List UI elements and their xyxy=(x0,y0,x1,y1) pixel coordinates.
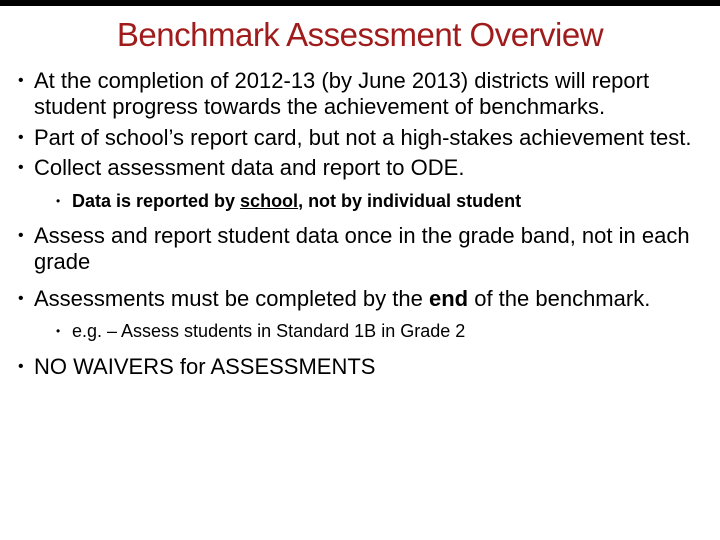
bullet-item-2: Part of school’s report card, but not a … xyxy=(18,125,702,151)
bullet-item-4: Assess and report student data once in t… xyxy=(18,223,702,276)
sub-bullet-list: Data is reported by school, not by indiv… xyxy=(34,190,702,213)
bullet-text: At the completion of 2012-13 (by June 20… xyxy=(34,68,649,119)
bullet-item-1: At the completion of 2012-13 (by June 20… xyxy=(18,68,702,121)
bullet-text-pre: Assessments must be completed by the xyxy=(34,286,429,311)
sub-text-pre: Data is reported by xyxy=(72,191,240,211)
bullet-text: Assess and report student data once in t… xyxy=(34,223,690,274)
bullet-text-pre: Part of school xyxy=(34,125,169,150)
slide-title: Benchmark Assessment Overview xyxy=(117,16,603,53)
bullet-item-6: NO WAIVERS for ASSESSMENTS xyxy=(18,354,702,380)
bullet-text: Collect assessment data and report to OD… xyxy=(34,155,464,180)
bullet-text: NO WAIVERS for ASSESSMENTS xyxy=(34,354,375,379)
sub-text: e.g. – Assess students in Standard 1B in… xyxy=(72,321,465,341)
sub-bullet-list: e.g. – Assess students in Standard 1B in… xyxy=(34,320,702,343)
sub-text-post: , not by individual student xyxy=(298,191,521,211)
slide-content: At the completion of 2012-13 (by June 20… xyxy=(0,68,720,380)
sub-bullet-item: Data is reported by school, not by indiv… xyxy=(56,190,702,213)
bullet-item-5: Assessments must be completed by the end… xyxy=(18,286,702,344)
bullet-item-3: Collect assessment data and report to OD… xyxy=(18,155,702,213)
sub-bullet-item: e.g. – Assess students in Standard 1B in… xyxy=(56,320,702,343)
bullet-text-bold: end xyxy=(429,286,468,311)
sub-text-underlined: school xyxy=(240,191,298,211)
slide-title-container: Benchmark Assessment Overview xyxy=(0,6,720,68)
bullet-text-post: of the benchmark. xyxy=(468,286,650,311)
slide: Benchmark Assessment Overview At the com… xyxy=(0,0,720,540)
bullet-list: At the completion of 2012-13 (by June 20… xyxy=(18,68,702,380)
bullet-text-post: s report card, but not a high-stakes ach… xyxy=(173,125,692,150)
